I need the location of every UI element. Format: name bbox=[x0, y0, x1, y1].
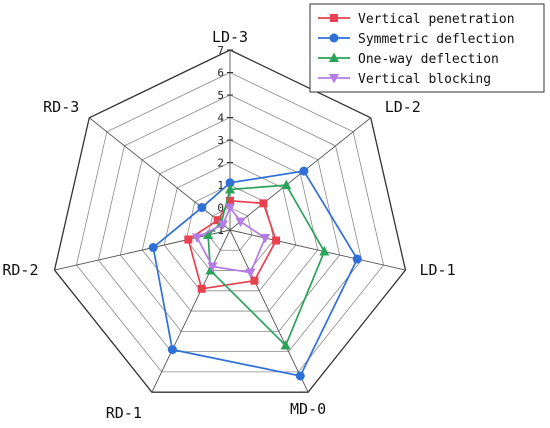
data-point-vertical-blocking bbox=[192, 233, 203, 244]
series-vertical-blocking bbox=[192, 203, 271, 279]
data-point-symmetric-deflection bbox=[197, 203, 207, 213]
series-vertical-penetration bbox=[184, 196, 281, 293]
series-one-way-deflection bbox=[203, 179, 330, 350]
legend-label-vertical-blocking: Vertical blocking bbox=[358, 72, 491, 87]
axis-label-rd-1: RD-1 bbox=[106, 404, 142, 422]
grid-ring bbox=[53, 49, 407, 393]
radial-tick-label: 0 bbox=[217, 202, 224, 215]
radial-tick-label: 5 bbox=[217, 89, 224, 102]
radar-grid bbox=[53, 49, 407, 393]
legend-label-symmetric-deflection: Symmetric deflection bbox=[358, 32, 515, 47]
data-point-vertical-penetration bbox=[272, 236, 281, 245]
axis-label-rd-3: RD-3 bbox=[43, 98, 79, 116]
data-point-vertical-penetration bbox=[226, 196, 234, 205]
data-point-vertical-penetration bbox=[197, 284, 206, 293]
data-point-vertical-blocking bbox=[235, 217, 246, 228]
radial-tick-label: 7 bbox=[217, 44, 224, 57]
legend-label-one-way-deflection: One-way deflection bbox=[358, 52, 499, 67]
data-point-one-way-deflection bbox=[225, 184, 235, 194]
legend-item-vertical-blocking: Vertical blocking bbox=[318, 72, 491, 87]
radial-tick-label: -1 bbox=[211, 224, 224, 237]
data-point-one-way-deflection bbox=[203, 229, 214, 240]
radar-axes bbox=[54, 50, 406, 393]
data-point-vertical-penetration bbox=[259, 199, 268, 208]
axis-label-ld-3: LD-3 bbox=[212, 28, 248, 46]
grid-ring bbox=[97, 94, 363, 353]
radial-ticks: -1 0 1 2 3 4 5 6 7 bbox=[211, 44, 233, 237]
axis-label-ld-2: LD-2 bbox=[385, 98, 421, 116]
axis-spoke-rd-3 bbox=[88, 117, 231, 231]
legend-item-vertical-penetration: Vertical penetration bbox=[318, 12, 515, 27]
grid-ring bbox=[119, 117, 341, 332]
legend-label-vertical-penetration: Vertical penetration bbox=[358, 12, 515, 27]
data-point-vertical-blocking bbox=[217, 220, 228, 230]
data-point-one-way-deflection bbox=[280, 340, 291, 350]
axis-label-md-0: MD-0 bbox=[290, 400, 326, 418]
data-point-symmetric-deflection bbox=[167, 345, 177, 355]
series-line-vertical-blocking bbox=[195, 205, 267, 274]
legend-marker-vertical-blocking bbox=[329, 74, 339, 84]
legend-item-one-way-deflection: One-way deflection bbox=[318, 52, 499, 67]
axis-spoke-ld-1 bbox=[229, 229, 406, 271]
data-point-vertical-blocking bbox=[207, 262, 218, 272]
axis-labels: LD-3 LD-2 LD-1 MD-0 RD-1 RD-2 RD-3 bbox=[2, 28, 455, 422]
legend: Vertical penetration Symmetric deflection… bbox=[309, 3, 545, 93]
data-point-vertical-blocking bbox=[225, 203, 235, 213]
radial-tick-label: 4 bbox=[217, 112, 224, 125]
axis-label-rd-2: RD-2 bbox=[2, 261, 38, 279]
grid-ring bbox=[141, 139, 319, 312]
radial-tick-label: 2 bbox=[217, 157, 224, 170]
data-point-one-way-deflection bbox=[281, 179, 292, 190]
data-point-symmetric-deflection bbox=[299, 166, 309, 176]
data-point-vertical-blocking bbox=[245, 268, 256, 279]
axis-spoke-ld-2 bbox=[229, 117, 372, 231]
series-line-vertical-penetration bbox=[187, 199, 277, 290]
series-symmetric-deflection bbox=[148, 166, 362, 381]
grid-ring bbox=[76, 72, 384, 373]
radial-tick-label: 6 bbox=[217, 67, 224, 80]
data-point-one-way-deflection bbox=[319, 246, 330, 256]
legend-marker-vertical-penetration bbox=[330, 14, 338, 22]
axis-spoke-rd-1 bbox=[151, 229, 231, 393]
grid-ring bbox=[185, 184, 275, 271]
legend-marker-one-way-deflection bbox=[329, 52, 339, 62]
legend-marker-symmetric-deflection bbox=[329, 33, 339, 43]
series-line-symmetric-deflection bbox=[152, 170, 359, 377]
data-point-vertical-penetration bbox=[184, 235, 193, 244]
radial-tick-label: 3 bbox=[217, 134, 224, 147]
axis-label-ld-1: LD-1 bbox=[419, 261, 455, 279]
data-series bbox=[148, 166, 362, 381]
grid-ring bbox=[207, 207, 253, 251]
data-point-symmetric-deflection bbox=[225, 178, 235, 188]
radial-tick-label: 1 bbox=[217, 179, 224, 192]
data-point-one-way-deflection bbox=[205, 265, 216, 275]
data-point-vertical-blocking bbox=[260, 234, 271, 244]
data-point-symmetric-deflection bbox=[295, 371, 305, 381]
legend-item-symmetric-deflection: Symmetric deflection bbox=[318, 32, 515, 47]
data-point-vertical-penetration bbox=[250, 276, 259, 285]
data-point-vertical-penetration bbox=[213, 216, 222, 225]
axis-spoke-rd-2 bbox=[54, 229, 231, 271]
data-point-symmetric-deflection bbox=[148, 243, 158, 253]
axis-spoke-md-0 bbox=[229, 229, 309, 393]
data-point-symmetric-deflection bbox=[352, 254, 362, 264]
